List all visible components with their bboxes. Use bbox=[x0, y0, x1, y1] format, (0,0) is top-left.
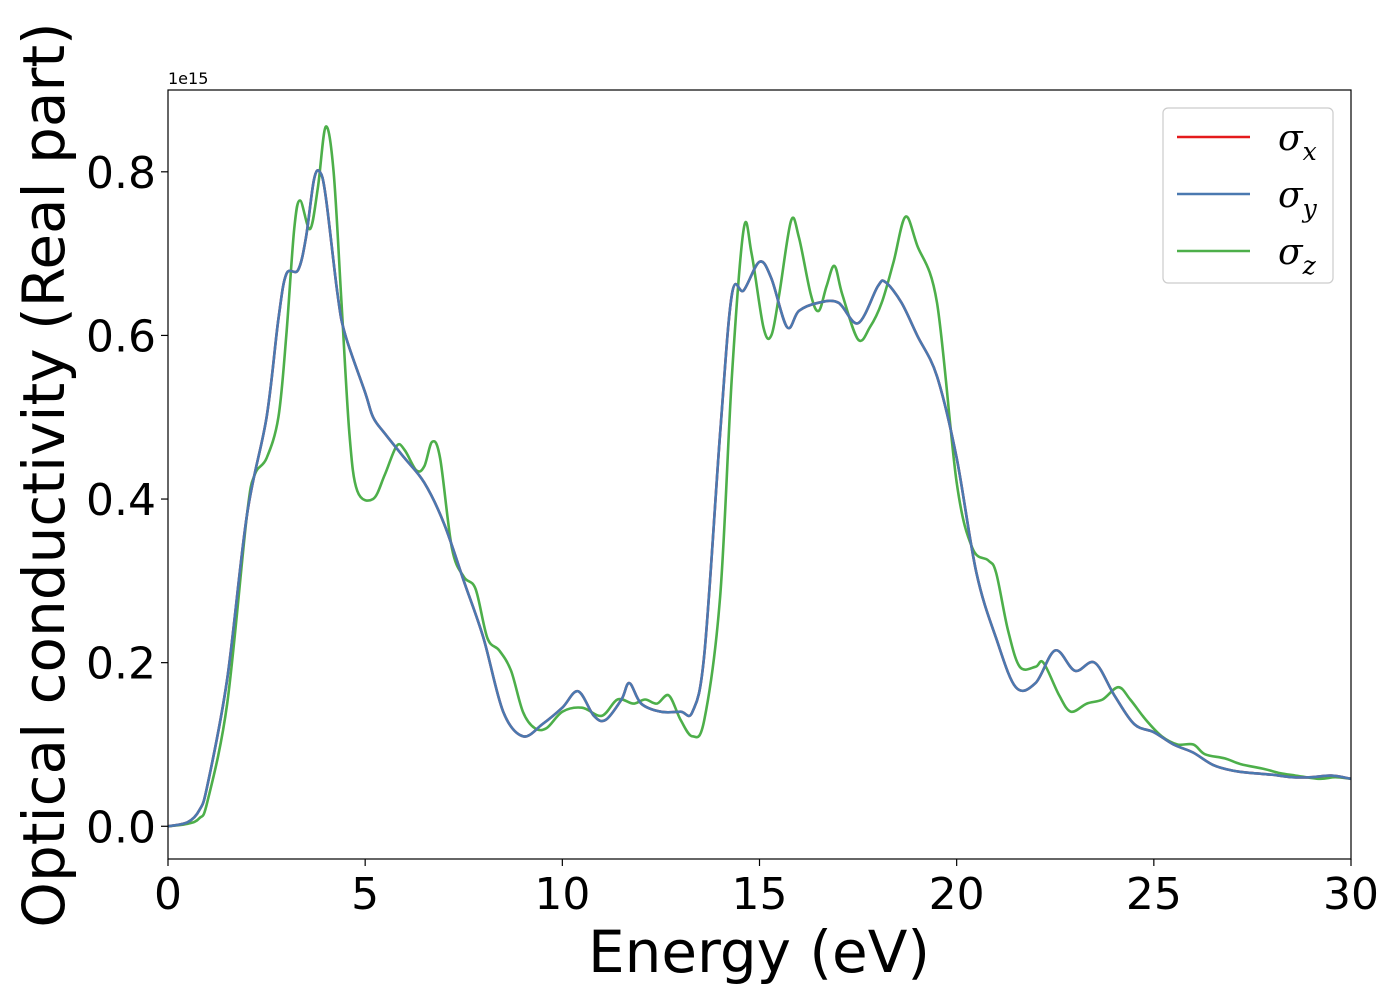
x-tick-label: 20 bbox=[929, 869, 985, 920]
y-axis-ticks: 0.0 0.2 0.4 0.6 0.8 bbox=[86, 148, 168, 853]
legend-entry-z: σz bbox=[1177, 232, 1317, 280]
y-tick-label: 0.6 bbox=[86, 311, 156, 362]
y-offset-label: 1e15 bbox=[168, 69, 208, 88]
y-tick-label: 0.4 bbox=[86, 475, 156, 526]
series-line-y bbox=[168, 169, 1351, 828]
legend-label-x: σx bbox=[1278, 118, 1317, 166]
x-axis-label: Energy (eV) bbox=[588, 918, 930, 986]
legend-entry-y: σy bbox=[1177, 175, 1318, 223]
legend-label-y: σy bbox=[1278, 175, 1318, 223]
x-tick-label: 30 bbox=[1323, 869, 1379, 920]
y-tick-label: 0.8 bbox=[86, 148, 156, 199]
legend-box bbox=[1162, 107, 1334, 284]
x-tick-label: 5 bbox=[351, 869, 379, 920]
x-tick-label: 15 bbox=[732, 869, 788, 920]
y-axis-label: Optical conductivity (Real part) bbox=[10, 22, 78, 927]
x-tick-label: 0 bbox=[154, 869, 182, 920]
series-line-z bbox=[168, 125, 1351, 828]
legend: σx σy σz bbox=[1162, 107, 1334, 284]
y-tick-label: 0.0 bbox=[86, 802, 156, 853]
x-tick-label: 10 bbox=[534, 869, 590, 920]
legend-entry-x: σx bbox=[1177, 118, 1317, 166]
series-layer bbox=[168, 125, 1351, 828]
x-axis-ticks: 0 5 10 15 20 25 30 bbox=[154, 859, 1379, 920]
legend-label-z: σz bbox=[1278, 232, 1317, 280]
x-tick-label: 25 bbox=[1126, 869, 1182, 920]
y-tick-label: 0.2 bbox=[86, 639, 156, 690]
